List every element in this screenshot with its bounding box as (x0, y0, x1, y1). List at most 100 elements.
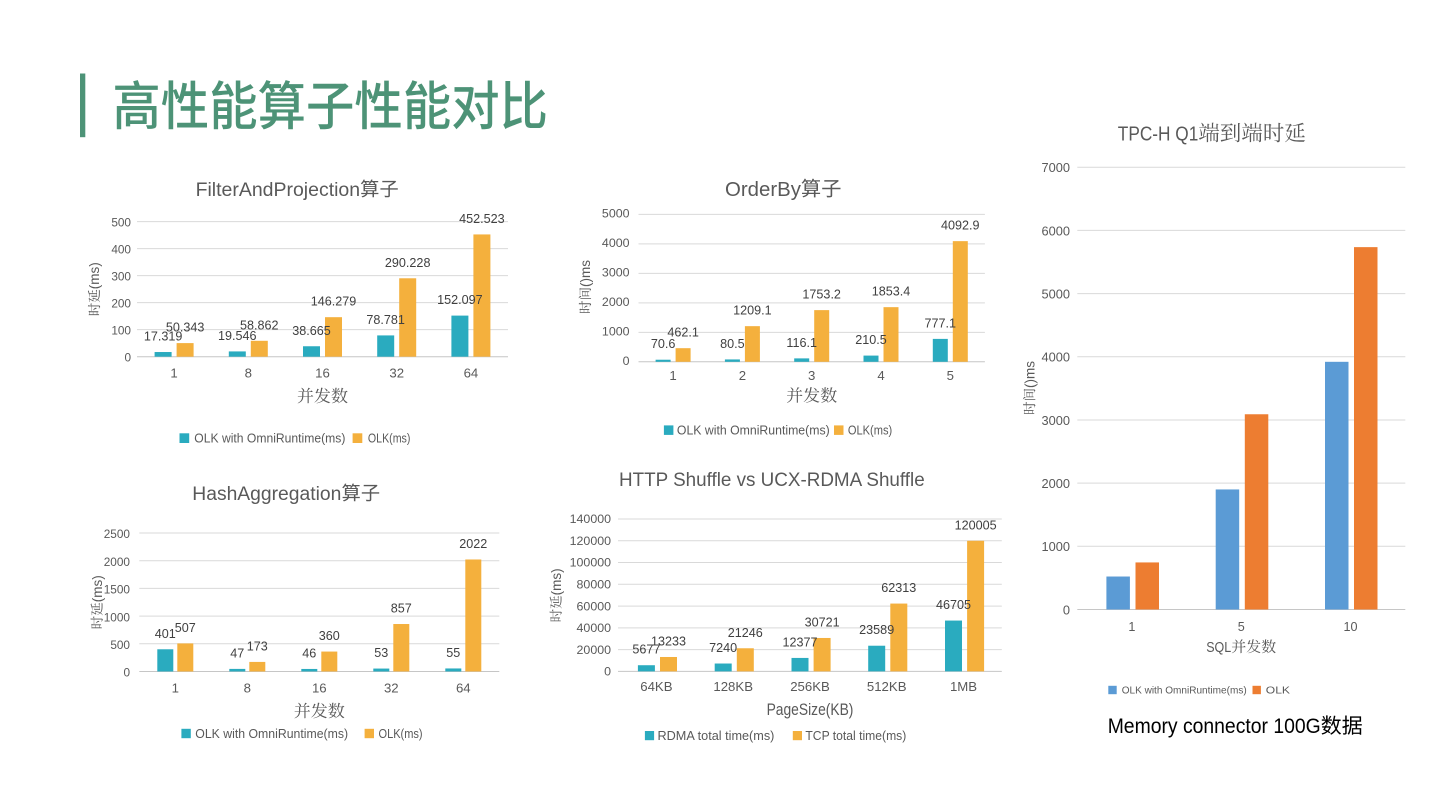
svg-text:8: 8 (245, 365, 252, 380)
svg-text:13233: 13233 (651, 635, 686, 649)
svg-text:120005: 120005 (955, 518, 997, 532)
svg-text:0: 0 (604, 665, 611, 679)
svg-text:OLK: OLK (1266, 686, 1290, 697)
svg-text:OLK with OmniRuntime(ms): OLK with OmniRuntime(ms) (1122, 686, 1247, 697)
svg-text:5: 5 (947, 368, 954, 383)
svg-text:2000: 2000 (1042, 476, 1070, 491)
svg-text:452.523: 452.523 (459, 212, 505, 226)
svg-text:140000: 140000 (570, 512, 611, 526)
svg-text:30721: 30721 (805, 616, 840, 630)
svg-text:3000: 3000 (602, 266, 630, 280)
svg-text:400: 400 (111, 243, 131, 257)
svg-text:777.1: 777.1 (925, 316, 957, 330)
svg-text:50.343: 50.343 (166, 321, 205, 335)
svg-text:80.5: 80.5 (720, 337, 745, 351)
svg-text:OLK(ms): OLK(ms) (368, 432, 411, 446)
svg-text:32: 32 (384, 681, 399, 696)
svg-text:5677: 5677 (632, 643, 660, 657)
svg-text:TCP total time(ms): TCP total time(ms) (805, 729, 906, 743)
svg-text:256KB: 256KB (790, 679, 830, 694)
svg-text:100: 100 (111, 324, 131, 338)
svg-text:0: 0 (123, 666, 130, 680)
svg-text:300: 300 (111, 270, 131, 284)
svg-text:1500: 1500 (104, 583, 131, 597)
svg-text:46: 46 (302, 647, 316, 661)
svg-text:152.097: 152.097 (437, 293, 483, 307)
svg-text:210.5: 210.5 (855, 333, 887, 347)
svg-text:TPC-H Q1: TPC-H Q1 (1118, 124, 1199, 146)
svg-text:78.781: 78.781 (366, 313, 405, 327)
svg-text:0: 0 (124, 351, 131, 365)
svg-text:120000: 120000 (570, 534, 611, 548)
svg-text:32: 32 (389, 365, 404, 380)
svg-text:173: 173 (247, 639, 268, 653)
svg-text:38.665: 38.665 (292, 324, 331, 338)
svg-text:1: 1 (669, 368, 676, 383)
svg-text:4000: 4000 (1042, 350, 1070, 365)
svg-text:4: 4 (877, 368, 884, 383)
svg-text:53: 53 (374, 646, 388, 660)
svg-text:1: 1 (170, 365, 177, 380)
svg-text:19.546: 19.546 (218, 329, 257, 343)
svg-text:64: 64 (456, 681, 471, 696)
svg-text:1000: 1000 (1042, 539, 1070, 554)
svg-text:3000: 3000 (1042, 413, 1070, 428)
svg-text:HashAggregation: HashAggregation (192, 484, 341, 505)
svg-text:507: 507 (175, 621, 196, 635)
svg-text:64KB: 64KB (640, 679, 672, 694)
svg-text:401: 401 (155, 627, 176, 641)
svg-text:1853.4: 1853.4 (872, 285, 911, 299)
svg-text:10: 10 (1343, 620, 1357, 634)
svg-text:2000: 2000 (602, 295, 630, 309)
svg-text:17.319: 17.319 (144, 330, 183, 344)
svg-text:6000: 6000 (1042, 223, 1070, 238)
svg-text:(ms): (ms) (87, 262, 102, 289)
svg-text:512KB: 512KB (867, 679, 907, 694)
svg-text:OLK with OmniRuntime(ms): OLK with OmniRuntime(ms) (194, 432, 345, 446)
svg-text:(ms): (ms) (549, 568, 564, 595)
svg-text:16: 16 (315, 365, 330, 380)
svg-text:5000: 5000 (602, 207, 630, 221)
svg-text:FilterAndProjection: FilterAndProjection (196, 180, 361, 201)
svg-text:116.1: 116.1 (786, 336, 817, 350)
svg-text:HTTP Shuffle vs UCX-RDMA Shuff: HTTP Shuffle vs UCX-RDMA Shuffle (619, 470, 925, 491)
svg-text:360: 360 (319, 629, 340, 643)
svg-text:1753.2: 1753.2 (802, 288, 841, 302)
svg-text:OLK with OmniRuntime(ms): OLK with OmniRuntime(ms) (677, 424, 830, 438)
svg-text:100000: 100000 (570, 556, 611, 570)
svg-text:OLK(ms): OLK(ms) (379, 727, 423, 741)
svg-text:857: 857 (391, 602, 412, 616)
svg-text:146.279: 146.279 (311, 295, 357, 309)
svg-text:0: 0 (1063, 602, 1070, 617)
svg-text:62313: 62313 (881, 581, 916, 595)
svg-text:21246: 21246 (728, 626, 763, 640)
svg-text:55: 55 (446, 646, 460, 660)
svg-text:500: 500 (111, 216, 131, 230)
svg-text:23589: 23589 (859, 623, 894, 637)
svg-text:4000: 4000 (602, 236, 630, 250)
svg-text:47: 47 (230, 646, 244, 660)
svg-text:0: 0 (623, 354, 630, 368)
svg-text:7000: 7000 (1042, 160, 1070, 175)
svg-text:1000: 1000 (602, 325, 630, 339)
svg-text:(ms): (ms) (90, 575, 105, 602)
svg-text:Memory connector 100G: Memory connector 100G (1108, 715, 1321, 738)
svg-text:1: 1 (1128, 620, 1135, 634)
svg-text:80000: 80000 (577, 578, 612, 592)
svg-text:SQL: SQL (1206, 639, 1231, 656)
svg-text:1209.1: 1209.1 (733, 304, 772, 318)
svg-text:1000: 1000 (104, 610, 131, 624)
svg-text:46705: 46705 (936, 598, 971, 612)
svg-text:2500: 2500 (104, 527, 131, 541)
svg-text:60000: 60000 (577, 599, 612, 613)
svg-text:OrderBy: OrderBy (725, 179, 802, 201)
svg-text:200: 200 (111, 297, 131, 311)
svg-text:RDMA total time(ms): RDMA total time(ms) (658, 729, 775, 743)
svg-text:1MB: 1MB (950, 679, 977, 694)
svg-text:2000: 2000 (104, 555, 131, 569)
svg-text:20000: 20000 (577, 643, 612, 657)
svg-text:8: 8 (244, 681, 251, 696)
svg-text:OLK(ms): OLK(ms) (848, 424, 892, 438)
svg-text:()ms: ()ms (1022, 361, 1037, 388)
svg-text:2022: 2022 (459, 537, 487, 551)
